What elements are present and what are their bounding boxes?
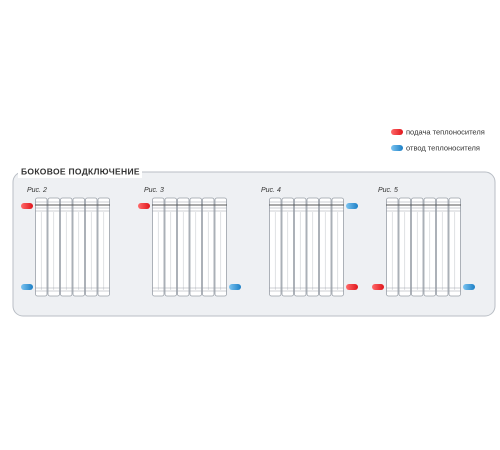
figure-label: Рис. 4 [261, 187, 281, 194]
figure: Рис. 4 [261, 187, 358, 297]
legend: подача теплоносителя отвод теплоносителя [391, 127, 485, 152]
connector [229, 284, 241, 290]
figure-label: Рис. 3 [144, 187, 164, 194]
panel-title-bg [18, 165, 142, 178]
legend-icon [391, 145, 403, 151]
legend-label: отвод теплоносителя [406, 143, 480, 152]
figure-label: Рис. 5 [378, 187, 398, 194]
connector [21, 284, 33, 290]
figure: Рис. 3 [138, 187, 241, 297]
connector [21, 203, 33, 209]
figure: Рис. 2 [21, 187, 110, 297]
connector [346, 203, 358, 209]
figure: Рис. 5 [372, 187, 475, 297]
connector [346, 284, 358, 290]
panel-title: БОКОВОЕ ПОДКЛЮЧЕНИЕ [21, 166, 140, 176]
legend-label: подача теплоносителя [406, 127, 485, 136]
legend-icon [391, 129, 403, 135]
connector [463, 284, 475, 290]
connector [372, 284, 384, 290]
panel [12, 171, 496, 317]
connector [138, 203, 150, 209]
figure-label: Рис. 2 [27, 187, 47, 194]
